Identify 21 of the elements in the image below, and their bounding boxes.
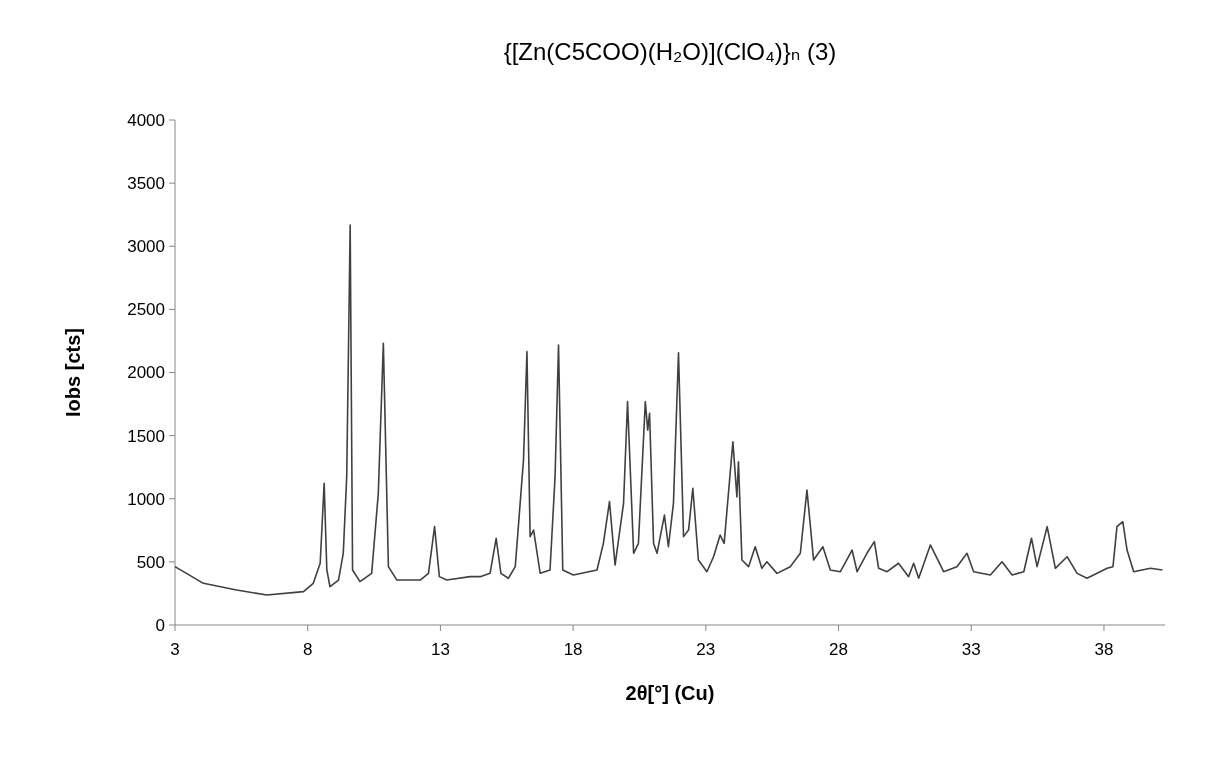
y-tick-label: 4000 <box>127 110 165 130</box>
x-tick-label: 28 <box>829 640 848 659</box>
y-tick-label: 0 <box>155 615 165 635</box>
y-tick-label: 2000 <box>127 363 165 383</box>
x-tick-label: 18 <box>563 640 583 659</box>
x-tick-label: 13 <box>430 640 450 659</box>
x-tick-label: 8 <box>302 640 313 659</box>
line-series <box>174 224 1164 596</box>
y-tick-label: 1000 <box>127 489 165 509</box>
y-axis-title: Iobs [cts] <box>62 328 84 417</box>
y-tick-label: 3000 <box>127 237 165 257</box>
y-tick-label: 500 <box>136 552 165 572</box>
chart-title: {[Zn(C5COO)(H₂O)](ClO₄)}ₙ (3) <box>503 38 837 65</box>
y-tick-label: 1500 <box>127 426 165 446</box>
x-tick-label: 38 <box>1094 640 1114 659</box>
x-tick-label: 33 <box>961 640 981 659</box>
x-tick-label: 3 <box>170 640 180 659</box>
x-tick-label: 23 <box>696 640 716 659</box>
y-tick-label: 2500 <box>127 300 165 320</box>
y-tick-label: 3500 <box>127 174 165 194</box>
x-axis-title: 2θ[°] (Cu) <box>625 682 715 704</box>
